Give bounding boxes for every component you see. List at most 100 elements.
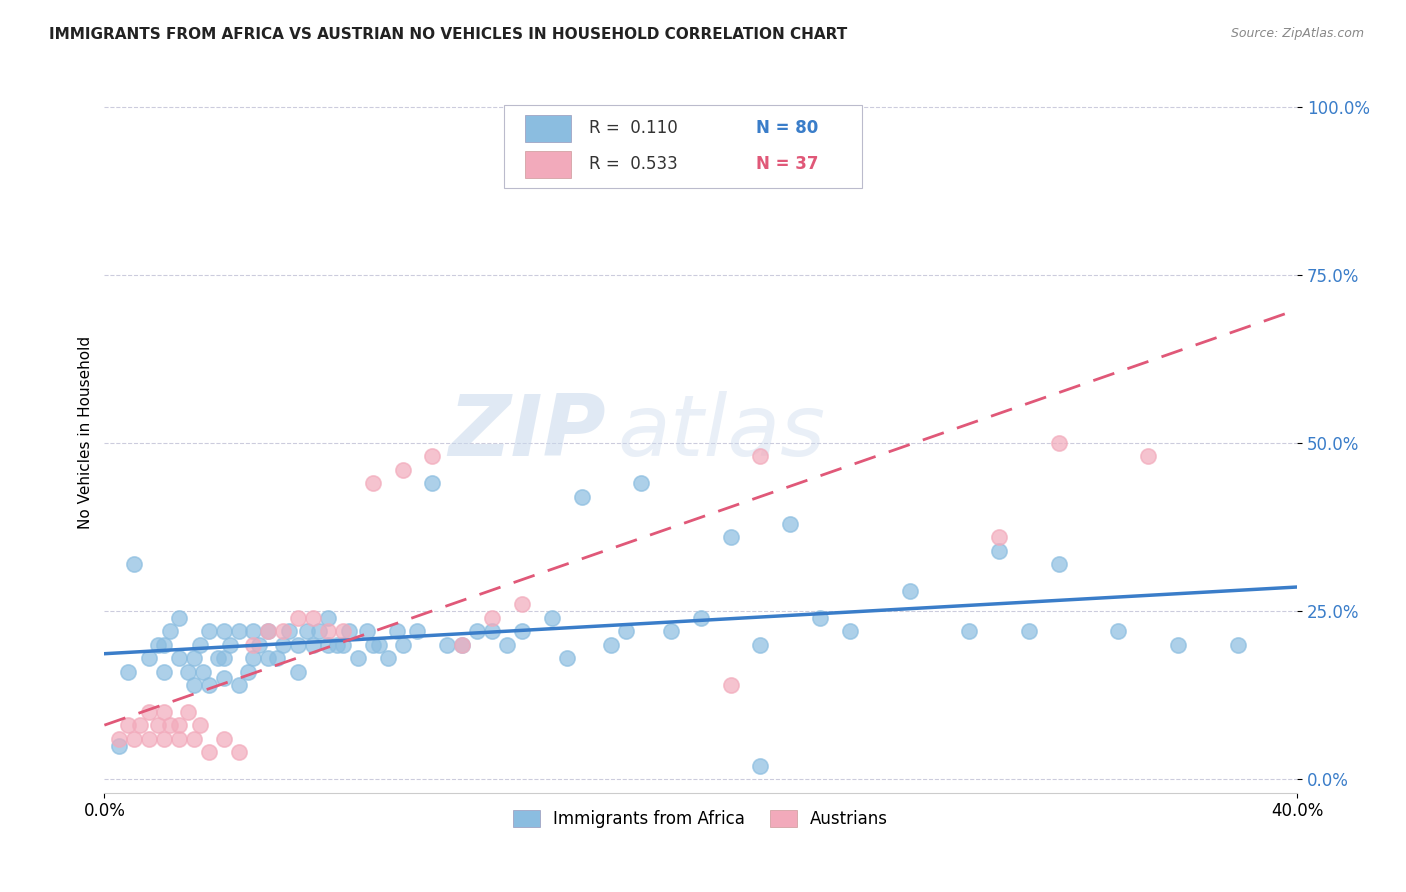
Point [183,731,205,746]
Point [316,624,339,639]
Point [242,638,264,652]
Point [197,678,219,692]
Point [212,671,235,685]
Point [271,624,294,639]
Point [236,665,259,679]
Point [197,624,219,639]
Point [808,611,831,625]
Point [898,583,921,598]
Point [367,638,389,652]
Point [436,638,458,652]
Point [465,624,488,639]
Point [167,731,190,746]
Point [177,665,200,679]
Point [614,624,637,639]
Point [167,651,190,665]
Point [122,731,145,746]
Point [326,638,349,652]
Point [302,611,325,625]
Point [481,611,503,625]
Point [167,718,190,732]
Point [1226,638,1249,652]
Point [451,638,474,652]
Point [540,611,562,625]
Point [510,597,533,611]
Point [129,718,152,732]
Point [212,651,235,665]
Text: N = 37: N = 37 [755,155,818,173]
Point [242,651,264,665]
Point [332,638,354,652]
Point [287,611,309,625]
Point [630,476,652,491]
Point [153,705,176,719]
Point [356,624,378,639]
Point [108,731,131,746]
Point [361,638,384,652]
Point [720,678,742,692]
Point [212,731,235,746]
Point [510,624,533,639]
Point [197,745,219,759]
Point [302,638,325,652]
Point [1047,436,1070,450]
Point [138,731,160,746]
Point [749,450,772,464]
Point [146,638,169,652]
Point [659,624,682,639]
Point [228,678,250,692]
Point [257,624,280,639]
Point [295,624,318,639]
Text: IMMIGRANTS FROM AFRICA VS AUSTRIAN NO VEHICLES IN HOUSEHOLD CORRELATION CHART: IMMIGRANTS FROM AFRICA VS AUSTRIAN NO VE… [49,27,848,42]
Point [117,665,139,679]
Point [308,624,330,639]
Point [391,638,413,652]
Point [422,476,444,491]
Point [212,624,235,639]
Point [361,476,384,491]
Point [838,624,860,639]
Point [406,624,429,639]
Point [1107,624,1129,639]
Point [167,611,190,625]
Point [988,543,1011,558]
Point [188,638,211,652]
Point [720,530,742,544]
Text: R =  0.110: R = 0.110 [589,120,678,137]
Point [988,530,1011,544]
Point [1167,638,1189,652]
Point [159,624,181,639]
Legend: Immigrants from Africa, Austrians: Immigrants from Africa, Austrians [506,803,894,835]
Point [153,665,176,679]
Point [207,651,229,665]
Text: N = 80: N = 80 [755,120,818,137]
Point [316,611,339,625]
Point [122,557,145,571]
Point [138,651,160,665]
Point [242,624,264,639]
Point [749,758,772,772]
Point [496,638,519,652]
Point [278,624,301,639]
Point [957,624,980,639]
Point [138,705,160,719]
Point [316,638,339,652]
FancyBboxPatch shape [526,115,571,142]
Point [228,624,250,639]
Point [218,638,240,652]
Point [779,516,801,531]
Point [689,611,711,625]
Point [159,718,181,732]
Point [228,745,250,759]
Point [153,638,176,652]
Point [266,651,288,665]
Point [257,624,280,639]
Point [249,638,271,652]
Point [451,638,474,652]
Point [1018,624,1040,639]
Text: R =  0.533: R = 0.533 [589,155,678,173]
Text: Source: ZipAtlas.com: Source: ZipAtlas.com [1230,27,1364,40]
Point [749,638,772,652]
Point [287,638,309,652]
Point [422,450,444,464]
